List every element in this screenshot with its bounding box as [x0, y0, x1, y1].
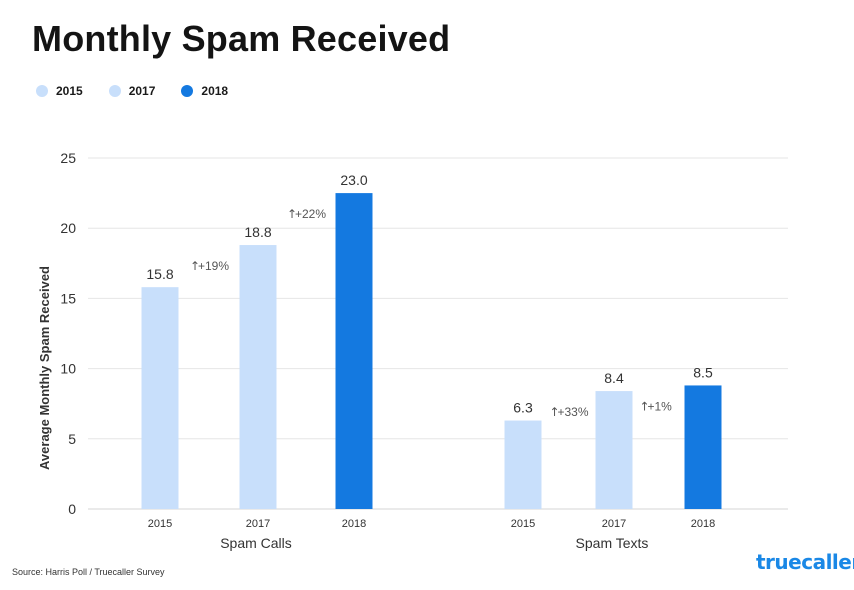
legend-label-2017: 2017	[128, 84, 156, 98]
legend-swatch-2017	[108, 85, 121, 97]
data-label: 15.8	[146, 266, 173, 282]
y-tick-label: 10	[60, 361, 76, 377]
increase-arrow-icon: ↑	[287, 207, 297, 221]
increase-arrow-icon: ↑	[640, 399, 650, 413]
legend-item-2018: 2018	[181, 84, 228, 98]
change-annotation: +1%	[648, 399, 673, 413]
increase-arrow-icon: ↑	[190, 259, 200, 273]
bar-spam-texts-2017	[595, 391, 633, 509]
y-tick-label: 20	[60, 220, 76, 236]
y-tick-label: 25	[60, 150, 76, 166]
y-tick-label: 15	[60, 290, 76, 306]
increase-arrow-icon: ↑	[550, 405, 560, 419]
y-axis-label: Average Monthly Spam Received	[37, 266, 52, 470]
legend: 2015 2017 2018	[36, 84, 228, 98]
change-annotation: +19%	[198, 259, 229, 273]
data-label: 8.4	[604, 370, 624, 386]
source-note: Source: Harris Poll / Truecaller Survey	[12, 567, 165, 577]
legend-label-2015: 2015	[56, 84, 83, 98]
x-tick-label: 2018	[342, 518, 366, 530]
bar-spam-calls-2017	[239, 245, 277, 509]
x-tick-label: 2018	[691, 518, 715, 530]
legend-item-2017: 2017	[108, 84, 156, 98]
data-label: 8.5	[693, 364, 713, 380]
bar-spam-texts-2018	[684, 385, 722, 509]
group-label-spam-calls: Spam Calls	[220, 535, 292, 551]
legend-label-2018: 2018	[201, 84, 229, 98]
bar-spam-texts-2015	[504, 420, 542, 509]
legend-swatch-2015	[36, 85, 48, 97]
x-tick-label: 2015	[511, 518, 535, 530]
legend-swatch-2018	[181, 85, 194, 97]
bar-spam-calls-2015	[141, 287, 179, 509]
x-tick-label: 2015	[148, 518, 172, 530]
x-tick-label: 2017	[602, 518, 626, 530]
change-annotation: +33%	[558, 405, 589, 419]
legend-item-2015: 2015	[36, 84, 83, 98]
data-label: 18.8	[244, 224, 271, 240]
y-tick-label: 5	[68, 431, 76, 447]
bar-spam-calls-2018	[335, 193, 373, 509]
data-label: 6.3	[513, 400, 533, 416]
truecaller-logo: truecaller	[756, 550, 854, 574]
data-label: 23.0	[340, 172, 367, 188]
y-tick-label: 0	[68, 501, 76, 517]
chart-title: Monthly Spam Received	[32, 18, 451, 59]
x-tick-label: 2017	[246, 518, 270, 530]
change-annotation: +22%	[295, 207, 326, 221]
group-label-spam-texts: Spam Texts	[576, 535, 649, 551]
